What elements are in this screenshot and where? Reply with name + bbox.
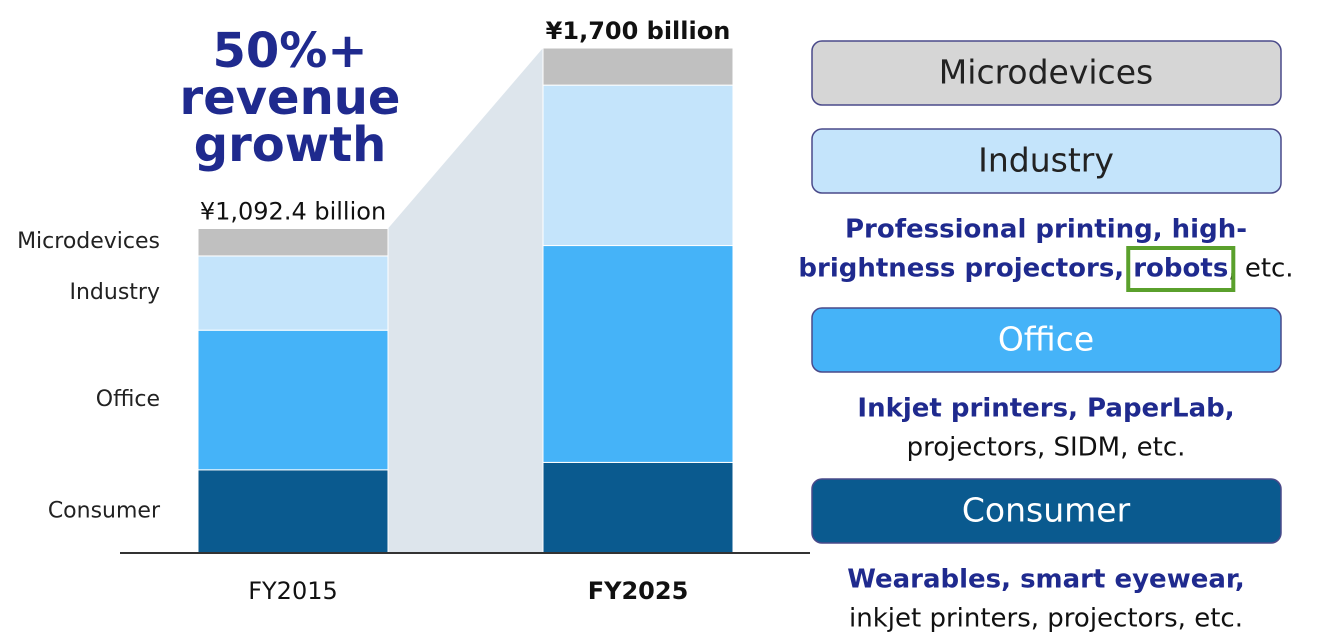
bar-segment bbox=[542, 47, 734, 86]
segment-name: Industry bbox=[978, 141, 1114, 180]
segment-desc: , etc. bbox=[1228, 254, 1293, 284]
segment-desc: projectors, SIDM, etc. bbox=[907, 433, 1186, 463]
bar-segment bbox=[197, 255, 389, 331]
segment-desc: Professional printing, high- bbox=[845, 215, 1247, 245]
segment-desc: brightness projectors, bbox=[798, 254, 1133, 284]
headline: 50%+ bbox=[212, 23, 367, 79]
legend-label: Industry bbox=[70, 280, 161, 305]
x-tick-label: FY2025 bbox=[588, 577, 689, 605]
x-tick-label: FY2015 bbox=[248, 577, 338, 605]
headline: revenue bbox=[180, 70, 401, 126]
bar-segment bbox=[197, 227, 389, 257]
total-label: ¥1,700 billion bbox=[546, 17, 731, 45]
legend-label: Microdevices bbox=[17, 229, 160, 254]
legend-label: Consumer bbox=[48, 498, 161, 523]
segment-desc: Wearables, smart eyewear, bbox=[847, 565, 1245, 595]
segment-box bbox=[811, 478, 1282, 544]
segment-box bbox=[811, 128, 1282, 194]
segment-desc: robots bbox=[1133, 254, 1228, 284]
bar-segment bbox=[542, 84, 734, 247]
segment-desc: inkjet printers, projectors, etc. bbox=[849, 604, 1243, 633]
segment-name: Consumer bbox=[962, 491, 1131, 530]
bar-segment bbox=[542, 245, 734, 463]
bar-segment bbox=[542, 461, 734, 554]
bar-segment bbox=[197, 469, 389, 554]
connector bbox=[388, 48, 543, 553]
total-label: ¥1,092.4 billion bbox=[200, 197, 386, 225]
headline: growth bbox=[194, 117, 386, 173]
segment-name: Microdevices bbox=[939, 53, 1153, 92]
legend-label: Office bbox=[96, 387, 160, 412]
segment-box bbox=[811, 40, 1282, 106]
highlight-box bbox=[1126, 246, 1236, 292]
bar-segment bbox=[197, 329, 389, 471]
segment-desc: Inkjet printers, PaperLab, bbox=[857, 394, 1234, 424]
segment-box bbox=[811, 307, 1282, 373]
segment-name: Office bbox=[998, 320, 1094, 359]
